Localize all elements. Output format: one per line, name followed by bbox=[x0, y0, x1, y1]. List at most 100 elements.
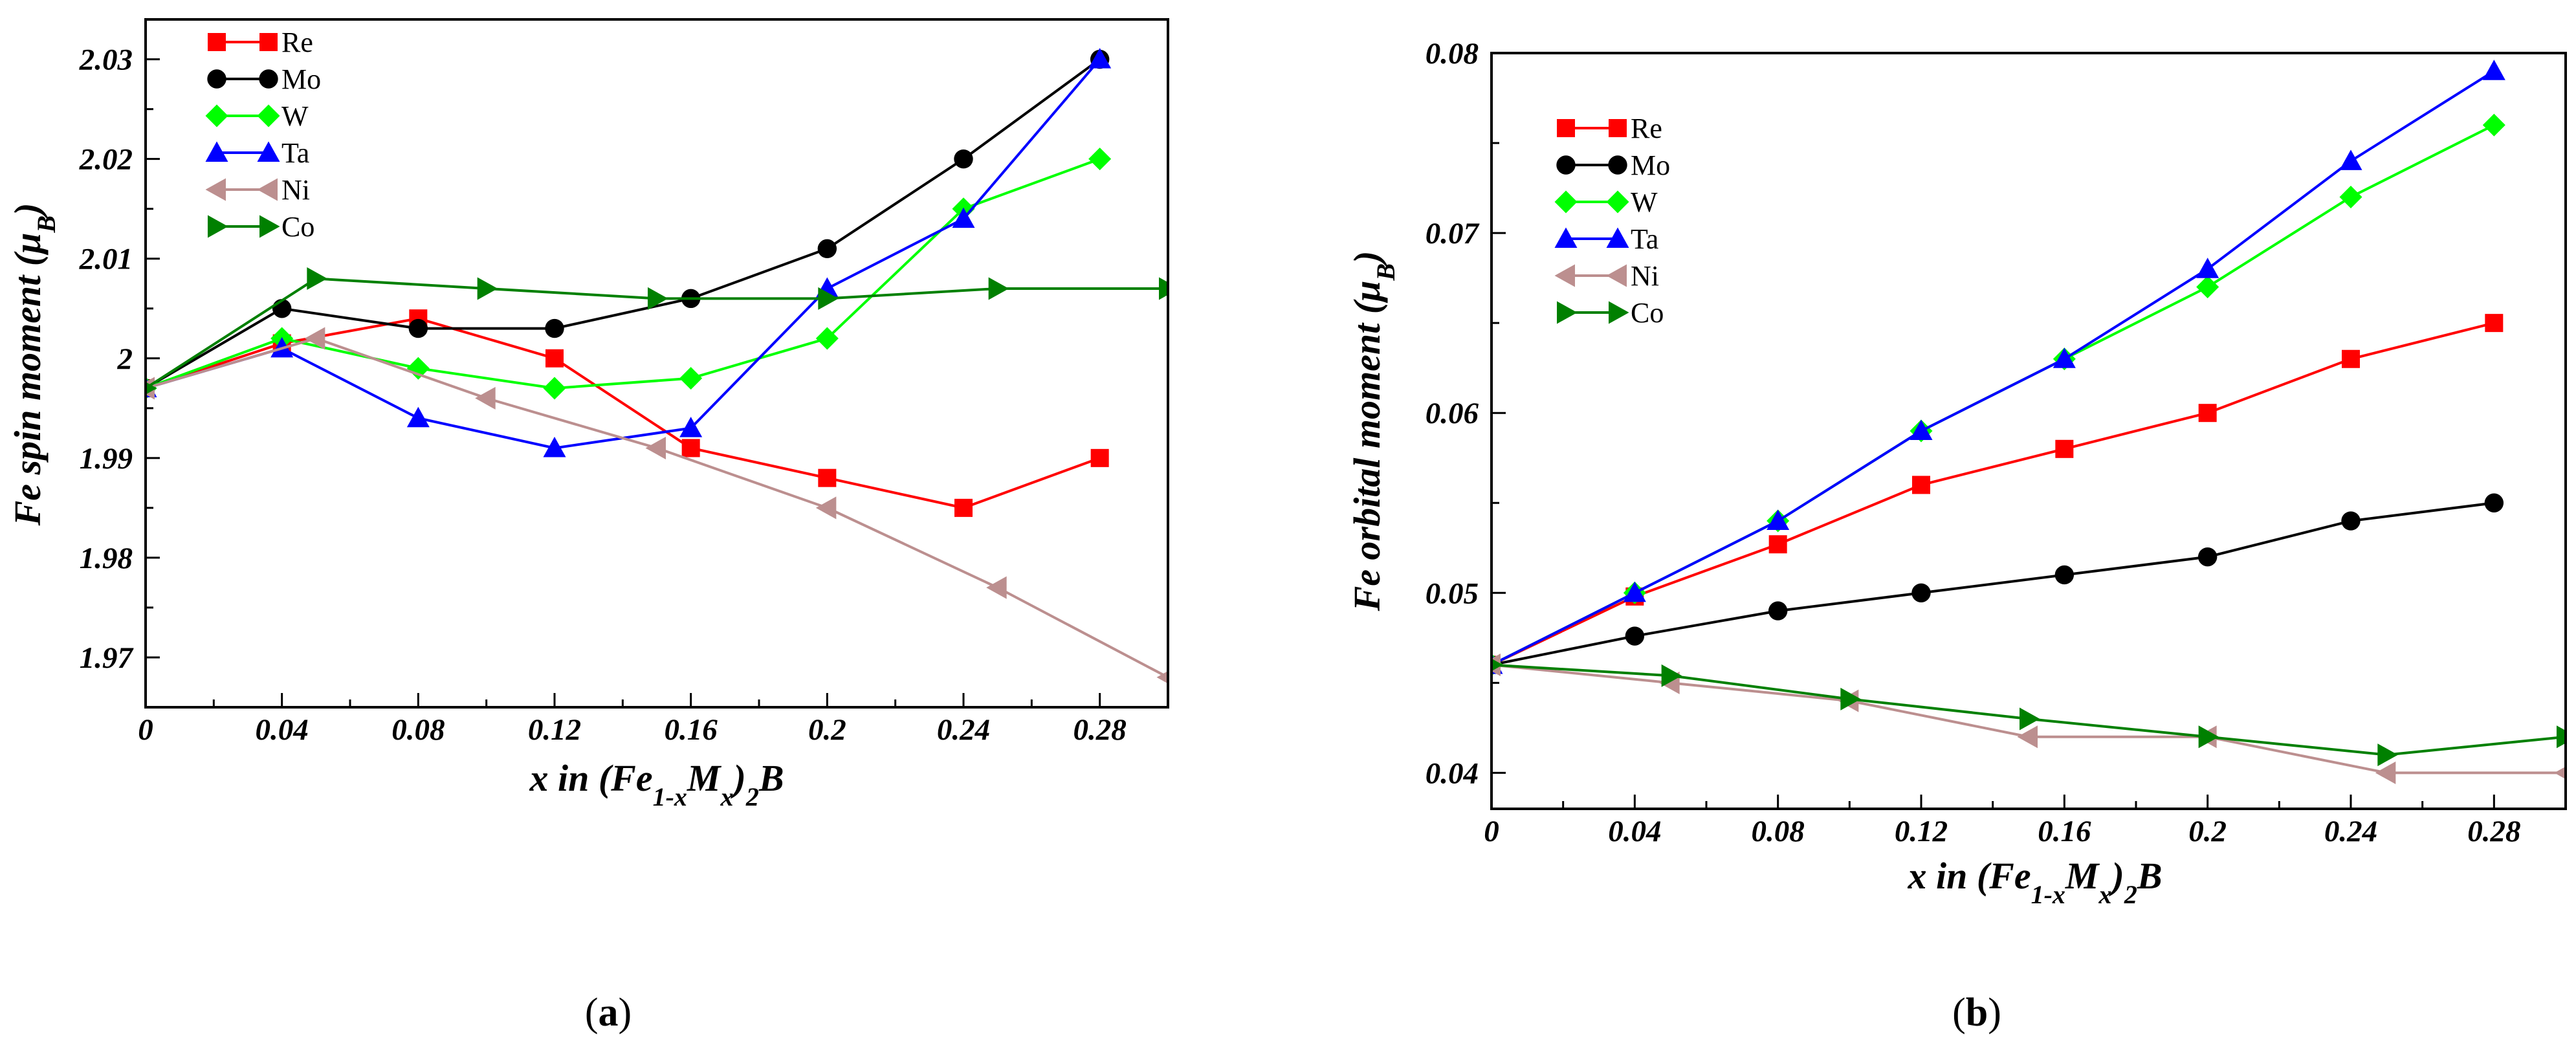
data-point-ta-b bbox=[1623, 581, 1646, 602]
legend-label-co-b: Co bbox=[1631, 297, 1664, 329]
data-point-co-a bbox=[648, 287, 668, 310]
data-point-w-a bbox=[815, 327, 839, 350]
data-point-co-a bbox=[307, 267, 327, 291]
data-point-co-b bbox=[2377, 743, 2398, 767]
data-point-re-a bbox=[818, 468, 837, 487]
data-point-w-b bbox=[2196, 276, 2219, 299]
legend-label-co-a: Co bbox=[281, 211, 314, 243]
legend-label-w-b: W bbox=[1631, 186, 1658, 218]
legend-marker-mo-a bbox=[259, 69, 278, 89]
data-point-w-a bbox=[406, 357, 430, 380]
x-tick-label-b: 0.16 bbox=[2038, 815, 2091, 848]
x-tick-label-a: 0 bbox=[138, 713, 153, 747]
data-point-mo-a bbox=[545, 318, 564, 338]
chart-panel-b: 0 0.04 0.08 0.12 0.16 0.2 0.24 0.280.040.050.06… bbox=[1346, 37, 2567, 1035]
data-point-ta-a bbox=[406, 406, 430, 428]
y-tick-label-b: 0.05 bbox=[1426, 577, 1479, 610]
data-point-co-b bbox=[2020, 707, 2040, 731]
data-point-ta-a bbox=[543, 436, 566, 457]
legend-marker-ta-a bbox=[205, 141, 228, 162]
plot-frame-b bbox=[1490, 52, 2567, 810]
x-axis-title-a: x in (Fe1-xMx)2B bbox=[529, 757, 784, 811]
legend-marker-ni-a bbox=[205, 178, 226, 201]
y-tick-label-a: 1.99 bbox=[80, 442, 133, 476]
series-line-re-b bbox=[1492, 322, 2494, 666]
data-point-ta-a bbox=[679, 417, 703, 437]
x-tick-label-b: 0.24 bbox=[2324, 815, 2377, 848]
legend-marker-mo-b bbox=[1608, 155, 1627, 175]
legend-marker-ta-a bbox=[257, 141, 280, 162]
y-tick-label-a: 2.02 bbox=[79, 143, 133, 177]
data-point-ni-a bbox=[645, 436, 666, 459]
data-point-ta-a bbox=[952, 207, 975, 228]
data-point-re-a bbox=[1090, 448, 1109, 467]
legend-marker-co-a bbox=[259, 215, 280, 238]
legend-marker-re-a bbox=[259, 33, 278, 51]
data-point-co-a bbox=[477, 277, 498, 300]
data-point-w-a bbox=[679, 367, 703, 390]
data-point-ta-b bbox=[2196, 258, 2219, 278]
data-point-co-b bbox=[1492, 658, 1503, 672]
y-tick-label-b: 0.04 bbox=[1426, 756, 1479, 790]
data-point-ta-b bbox=[2339, 149, 2362, 170]
legend-label-ta-b: Ta bbox=[1631, 223, 1658, 255]
legend-marker-re-b bbox=[1609, 119, 1627, 137]
legend-marker-mo-b bbox=[1556, 155, 1576, 175]
data-point-mo-b bbox=[2484, 493, 2504, 512]
data-point-re-b bbox=[2342, 349, 2360, 368]
data-point-w-b bbox=[2482, 113, 2505, 137]
data-point-ta-b bbox=[1910, 419, 1933, 440]
y-tick-label-b: 0.07 bbox=[1426, 217, 1481, 250]
series-line-re-a bbox=[146, 317, 1101, 509]
data-point-w-b bbox=[2339, 185, 2362, 208]
data-point-re-a bbox=[954, 498, 973, 517]
data-point-ta-b bbox=[1767, 509, 1790, 531]
y-axis-title-b: Fe orbital moment (μB) bbox=[1346, 251, 1400, 612]
data-point-re-a bbox=[545, 349, 564, 368]
data-point-mo-b bbox=[1625, 626, 1645, 646]
legend-marker-re-a bbox=[208, 33, 226, 51]
data-point-mo-b bbox=[1911, 583, 1931, 602]
x-tick-label-b: 0.28 bbox=[2467, 815, 2520, 848]
data-point-ni-b bbox=[2375, 761, 2396, 784]
x-tick-label-a: 0.04 bbox=[256, 713, 309, 747]
legend-marker-ni-b bbox=[1606, 264, 1627, 287]
legend-marker-co-a bbox=[208, 215, 228, 238]
legend-label-mo-b: Mo bbox=[1631, 149, 1670, 181]
data-point-re-b bbox=[1768, 535, 1787, 554]
legend-label-ni-b: Ni bbox=[1631, 260, 1659, 292]
data-point-re-a bbox=[681, 439, 700, 457]
data-point-re-b bbox=[2485, 314, 2504, 333]
legend-marker-co-b bbox=[1609, 301, 1629, 324]
chart-panel-a: 0 0.04 0.08 0.12 0.16 0.2 0.24 0.28 1.97 1.98 1.99… bbox=[6, 18, 1169, 1035]
legend-marker-ta-b bbox=[1554, 227, 1578, 248]
data-point-ta-b bbox=[2482, 60, 2505, 80]
y-tick-label-a: 1.97 bbox=[80, 641, 135, 675]
y-tick-label-a: 2.03 bbox=[79, 43, 133, 77]
legend-label-re-a: Re bbox=[281, 27, 313, 58]
legend-marker-mo-a bbox=[207, 69, 226, 89]
data-point-ni-a bbox=[1156, 671, 1168, 684]
legend-label-re-b: Re bbox=[1631, 113, 1662, 144]
x-axis-title-b: x in (Fe1-xMx)2B bbox=[1907, 855, 2162, 909]
x-tick-label-a: 0.2 bbox=[808, 713, 846, 747]
x-tick-label-a: 0.08 bbox=[391, 713, 445, 747]
x-tick-label-b: 0 bbox=[1484, 815, 1499, 848]
legend-marker-ni-a bbox=[257, 178, 278, 201]
data-point-ni-a bbox=[475, 386, 496, 410]
data-point-co-a bbox=[818, 287, 839, 310]
x-tick-label-b: 0.2 bbox=[2188, 815, 2227, 848]
legend-marker-re-b bbox=[1557, 119, 1575, 137]
data-point-mo-b bbox=[1768, 601, 1788, 621]
y-tick-label-b: 0.06 bbox=[1426, 397, 1479, 430]
x-tick-label-a: 0.28 bbox=[1073, 713, 1127, 747]
x-tick-label-a: 0.16 bbox=[665, 713, 718, 747]
legend-label-ta-a: Ta bbox=[281, 137, 309, 169]
data-point-co-a bbox=[988, 277, 1009, 300]
y-axis-title-a: Fe spin moment (μB) bbox=[6, 203, 61, 527]
series-line-ta-b bbox=[1492, 70, 2495, 666]
data-point-ni-a bbox=[986, 576, 1007, 599]
legend-marker-ta-b bbox=[1606, 227, 1629, 248]
data-point-co-b bbox=[1840, 687, 1861, 710]
